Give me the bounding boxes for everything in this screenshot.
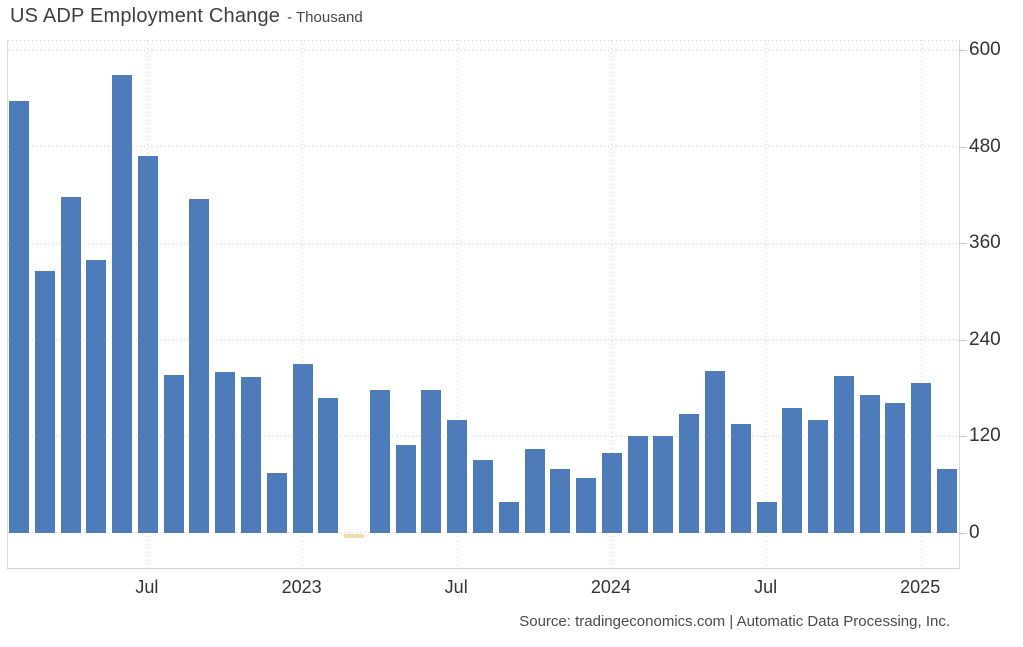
bar[interactable] — [705, 370, 725, 533]
y-axis-label: 120 — [969, 425, 1001, 446]
y-axis-tick — [959, 243, 967, 244]
x-axis-label: Jul — [754, 577, 778, 597]
bar[interactable] — [61, 196, 81, 533]
bar[interactable] — [628, 435, 648, 533]
y-axis-label: 240 — [969, 328, 1001, 350]
x-gridline — [766, 40, 768, 568]
y-axis-tick — [959, 339, 967, 341]
bar[interactable] — [679, 413, 699, 533]
x-axis-label: 2024 — [590, 577, 631, 597]
bar[interactable] — [834, 375, 854, 533]
chart-subtitle: - Thousand — [287, 9, 363, 26]
bar[interactable] — [550, 468, 570, 533]
bar[interactable] — [421, 389, 441, 533]
bar[interactable] — [499, 501, 519, 533]
bar[interactable] — [86, 259, 106, 533]
y-axis-label: 360 — [969, 232, 1001, 253]
y-gridline — [8, 242, 959, 244]
bar[interactable] — [241, 376, 261, 533]
source-text: Source: tradingeconomics.com | Automatic… — [519, 613, 950, 630]
bar-negative[interactable] — [344, 533, 364, 538]
bar[interactable] — [885, 402, 905, 533]
bar[interactable] — [215, 371, 235, 533]
bar[interactable] — [293, 363, 313, 533]
bar[interactable] — [731, 423, 751, 533]
y-gridline — [8, 532, 959, 533]
y-axis-tick — [959, 146, 967, 148]
bar[interactable] — [473, 459, 493, 533]
y-axis-label: 480 — [969, 135, 1001, 157]
bar[interactable] — [318, 397, 338, 533]
y-gridline — [8, 49, 959, 51]
bar[interactable] — [757, 501, 777, 533]
bar[interactable] — [35, 270, 55, 533]
bar[interactable] — [112, 74, 132, 533]
chart-header: US ADP Employment Change - Thousand — [10, 5, 363, 28]
bar[interactable] — [267, 472, 287, 533]
x-gridline — [302, 40, 304, 568]
x-axis-label: Jul — [135, 577, 159, 597]
x-gridline — [920, 40, 922, 568]
bar[interactable] — [911, 382, 931, 533]
y-gridline — [8, 146, 959, 147]
bar[interactable] — [602, 452, 622, 533]
y-axis-label: 0 — [969, 521, 980, 543]
chart-title: US ADP Employment Change — [10, 5, 281, 27]
bar[interactable] — [370, 389, 390, 533]
bar[interactable] — [9, 100, 29, 533]
bar[interactable] — [860, 394, 880, 533]
bar[interactable] — [164, 374, 184, 533]
y-axis-label: 600 — [969, 39, 1001, 60]
bar[interactable] — [937, 468, 957, 533]
bar[interactable] — [808, 419, 828, 533]
y-gridline — [8, 339, 959, 340]
bar[interactable] — [525, 448, 545, 533]
bar[interactable] — [189, 198, 209, 533]
plot-top-border — [8, 40, 959, 41]
bar[interactable] — [576, 477, 596, 533]
bar[interactable] — [396, 444, 416, 533]
y-axis-tick — [959, 50, 967, 51]
plot-area — [7, 40, 960, 569]
bar[interactable] — [653, 435, 673, 533]
x-axis-label: 2023 — [281, 577, 322, 597]
bar[interactable] — [447, 419, 467, 533]
x-axis-label: Jul — [444, 577, 468, 597]
x-gridline — [456, 40, 458, 568]
x-axis-label: 2025 — [900, 577, 941, 597]
bar[interactable] — [138, 155, 158, 533]
y-axis-tick — [959, 532, 967, 534]
y-gridline — [8, 435, 959, 437]
bar[interactable] — [782, 407, 802, 533]
y-axis-tick — [959, 436, 967, 437]
x-gridline — [611, 40, 613, 568]
